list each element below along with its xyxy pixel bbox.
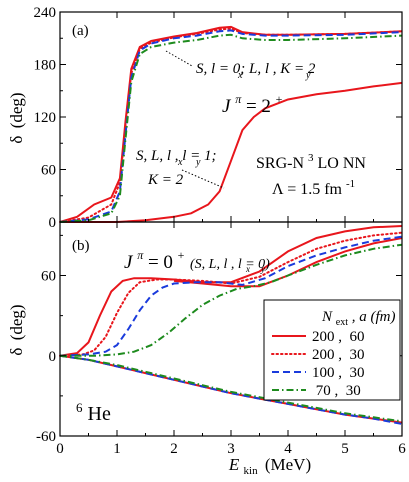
panel-a-annot-lower-sub-x: x (177, 157, 183, 168)
panel-a-jpi: J π = 2 + (222, 87, 283, 117)
panel-b-ytick-label: -60 (36, 429, 56, 445)
panel-a-ytick-label: 0 (49, 215, 57, 231)
panel-b-jpi: J π = 0 + (124, 243, 185, 273)
panel-b-xtick-label: 5 (341, 441, 349, 457)
panel-b-xlabel-unit: (MeV) (265, 455, 311, 474)
panel-a-series-line (59, 27, 403, 223)
legend-box (263, 299, 401, 401)
legend-label: 200 , 30 (312, 347, 365, 363)
panel-b-xlabel-sub: kin (244, 465, 259, 477)
panel-a-ytick-label: 240 (34, 5, 57, 21)
panel-a-annot-upper-sub-y: y (305, 70, 311, 81)
panel-a-jpi-eq: = 2 (246, 96, 271, 117)
panel-b-jpi-qn: (S, L, l , l = 0) (190, 257, 270, 272)
panel-a-annot-lower-sub-y: y (195, 157, 201, 168)
panel-b-xlabel: E kin (MeV) (228, 455, 311, 478)
panel-a-annot-lower-line1: S, L, l , l = 1; (136, 148, 217, 164)
panel-b-jpi-qn-sub-x: x (245, 264, 250, 274)
legend-label: 100 , 30 (312, 365, 365, 381)
panel-b-nucleus: 6 He (76, 395, 111, 425)
legend-header: N ext , a (fm) (321, 309, 395, 329)
panel-b-ylabel: δ (deg) (7, 304, 26, 355)
panel-b-jpi-j: J (124, 252, 134, 273)
panel-b-nucleus-symbol: He (88, 403, 111, 425)
panel-b-xtick-label: 3 (227, 441, 235, 457)
panel-b-series-line (60, 243, 403, 357)
panel-b-jpi-qn-sub-y: y (260, 264, 265, 274)
panel-a-label: (a) (72, 23, 89, 39)
panel-a-interaction-sup: 3 (308, 152, 314, 164)
panel-a-interaction-post: LO NN (318, 155, 367, 172)
legend-label: 200 , 60 (312, 329, 365, 345)
panel-b-series-line (59, 354, 403, 425)
panel-a-series-line (59, 29, 403, 223)
panel-a-interaction-line2: Λ = 1.5 fm -1 (272, 178, 355, 198)
panel-a-annot-upper: S, l = 0; L, l , K = 2 (196, 61, 316, 77)
panel-a-curves (59, 25, 403, 223)
panel-a-series-line (59, 25, 403, 223)
panel-a-series-line (60, 81, 403, 223)
panel-a-annot-upper-sub-x: x (237, 70, 243, 81)
legend-entries: 200 , 60 200 , 30 100 , 30 70 , 30 (271, 329, 365, 399)
panel-b-jpi-pi: π (137, 248, 144, 262)
panel-b-series-line (59, 235, 403, 357)
panel-a-ytick-label: 120 (34, 110, 57, 126)
panel-a-ylabel-unit: (deg) (7, 92, 26, 128)
panel-a-annot-upper-leader (165, 50, 193, 67)
panel-b-series-line (59, 354, 403, 423)
panel-a-ytick-label: 60 (41, 163, 56, 179)
panel-b-ylabel-unit: (deg) (7, 304, 26, 340)
legend-header-ext: ext (336, 317, 348, 328)
panel-b-jpi-eq: = 0 (148, 252, 173, 273)
panel-a-lambda: Λ = 1.5 fm (272, 181, 343, 198)
panel-a-jpi-j: J (222, 96, 232, 117)
panel-a-ylabel: δ (deg) (7, 92, 26, 143)
legend-header-rest: , a (fm) (352, 309, 396, 325)
panel-a-ytick-label: 180 (34, 58, 57, 74)
panel-b-xtick-label: 0 (56, 441, 64, 457)
panel-a-interaction-pre: SRG-N (256, 155, 304, 172)
panel-a-annot-lower-line2: K = 2 (147, 172, 184, 188)
legend-header-n: N (321, 309, 333, 325)
panel-a-frame (59, 11, 403, 223)
panel-a-series-line (59, 33, 403, 223)
panel-b-ylabel-symbol: δ (7, 348, 26, 356)
panel-a-lambda-sup: -1 (346, 178, 355, 190)
panel-b-label: (b) (72, 238, 90, 254)
panel-a-interaction-line1: SRG-N 3 LO NN (256, 148, 366, 172)
panel-b-ytick-label: 0 (49, 349, 57, 365)
panel-b-xtick-label: 4 (284, 441, 292, 457)
panel-b-xtick-label: 1 (113, 441, 121, 457)
panel-b-nucleus-mass: 6 (76, 400, 83, 415)
panel-a-annot-upper-text: S, l = 0; L, l , K = 2 (196, 61, 316, 77)
panel-a-jpi-pi: π (235, 92, 242, 106)
panel-b-xlabel-e: E (228, 455, 240, 474)
panel-b-xtick-label: 2 (170, 441, 178, 457)
legend-label: 70 , 30 (312, 383, 361, 399)
panel-a-ylabel-symbol: δ (7, 136, 26, 144)
panel-a-annot-lower-leader (181, 169, 225, 189)
legend: N ext , a (fm) 200 , 60 200 , 30 100 , 30 … (263, 299, 401, 401)
panel-a-jpi-plus: + (276, 92, 283, 106)
panel-b-frame (59, 221, 403, 437)
panel-b-curves (59, 225, 403, 425)
panel-b-jpi-plus: + (178, 248, 185, 262)
panel-b-ytick-label: 60 (41, 269, 56, 285)
panel-b-series-line (59, 231, 403, 357)
panel-b-xtick-label: 6 (398, 441, 406, 457)
panel-a: 0 60 120 180 240 (a) δ (deg) J π = 2 + S, l … (7, 5, 403, 231)
